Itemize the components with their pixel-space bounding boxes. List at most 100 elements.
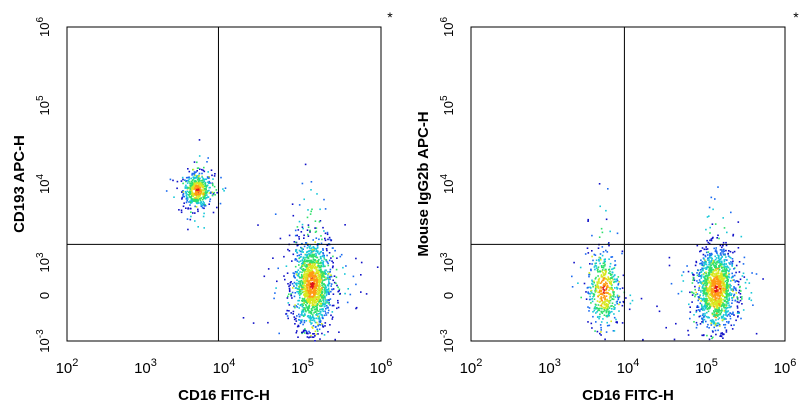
event-dot bbox=[196, 176, 199, 179]
event-dot bbox=[292, 310, 295, 313]
event-dot bbox=[714, 285, 717, 287]
event-dot bbox=[307, 226, 310, 228]
event-dot bbox=[721, 273, 723, 275]
event-dot bbox=[301, 288, 303, 290]
event-dot bbox=[201, 184, 204, 187]
event-dot bbox=[613, 267, 616, 269]
event-dot bbox=[720, 276, 722, 278]
event-dot bbox=[608, 289, 610, 292]
event-dot bbox=[701, 247, 704, 249]
event-dot bbox=[614, 296, 617, 298]
event-dot bbox=[713, 277, 716, 280]
event-dot bbox=[190, 215, 192, 218]
event-dot bbox=[317, 284, 319, 287]
event-dot bbox=[313, 274, 315, 277]
event-dot bbox=[314, 256, 317, 258]
event-dot bbox=[317, 251, 319, 254]
event-dot bbox=[682, 271, 685, 273]
event-dot bbox=[722, 276, 724, 278]
event-dot bbox=[601, 231, 604, 234]
event-dot bbox=[715, 272, 718, 274]
event-dot bbox=[717, 300, 720, 302]
event-dot bbox=[324, 303, 326, 306]
event-dot bbox=[709, 300, 712, 303]
event-dot bbox=[316, 330, 319, 332]
event-dot bbox=[698, 279, 701, 281]
event-dot bbox=[189, 190, 191, 192]
event-dot bbox=[713, 272, 715, 275]
event-dot bbox=[710, 196, 713, 199]
event-dot bbox=[699, 309, 701, 311]
event-dot bbox=[589, 293, 592, 295]
event-dot bbox=[705, 228, 707, 231]
event-dot bbox=[592, 285, 594, 288]
event-dot bbox=[695, 260, 697, 263]
event-dot bbox=[714, 295, 716, 297]
event-dot bbox=[312, 297, 315, 300]
event-dot bbox=[337, 286, 339, 289]
event-dot bbox=[712, 281, 714, 284]
event-dot bbox=[314, 299, 316, 302]
event-dot bbox=[696, 274, 699, 277]
event-dot bbox=[718, 299, 721, 301]
event-dot bbox=[750, 299, 753, 302]
event-dot bbox=[324, 239, 327, 242]
event-dot bbox=[213, 191, 215, 194]
event-dot bbox=[305, 309, 307, 312]
event-dot bbox=[721, 292, 724, 295]
event-dot bbox=[332, 261, 334, 264]
event-dot bbox=[591, 263, 593, 265]
event-dot bbox=[707, 241, 710, 244]
event-dot bbox=[313, 263, 315, 265]
event-dot bbox=[311, 250, 314, 253]
event-dot bbox=[704, 259, 706, 261]
event-dot bbox=[196, 195, 199, 197]
event-dot bbox=[318, 282, 321, 284]
event-dot bbox=[720, 257, 722, 259]
event-dot bbox=[325, 294, 328, 297]
event-dot bbox=[701, 317, 703, 320]
event-dot bbox=[716, 237, 718, 239]
event-dot bbox=[732, 275, 734, 278]
event-dot bbox=[304, 307, 306, 309]
event-dot bbox=[180, 209, 183, 212]
event-dot bbox=[713, 282, 716, 285]
event-dot bbox=[593, 309, 596, 312]
event-dot bbox=[296, 287, 299, 290]
event-dot bbox=[322, 279, 324, 282]
event-dot bbox=[318, 295, 320, 298]
event-dot bbox=[597, 304, 600, 306]
left-event-dots bbox=[165, 139, 379, 342]
event-dot bbox=[320, 250, 322, 253]
event-dot bbox=[305, 263, 308, 266]
event-dot bbox=[584, 253, 587, 255]
event-dot bbox=[708, 277, 710, 279]
event-dot bbox=[309, 292, 312, 295]
event-dot bbox=[713, 279, 715, 282]
event-dot bbox=[304, 313, 306, 315]
event-dot bbox=[668, 256, 671, 259]
event-dot bbox=[710, 264, 713, 267]
event-dot bbox=[300, 299, 303, 302]
event-dot bbox=[197, 177, 200, 180]
event-dot bbox=[594, 303, 597, 306]
event-dot bbox=[665, 326, 667, 329]
event-dot bbox=[712, 321, 715, 324]
event-dot bbox=[728, 250, 730, 252]
event-dot bbox=[696, 324, 699, 326]
event-dot bbox=[711, 301, 713, 304]
event-dot bbox=[302, 262, 304, 264]
event-dot bbox=[304, 289, 307, 291]
event-dot bbox=[717, 288, 720, 291]
event-dot bbox=[208, 180, 211, 183]
event-dot bbox=[610, 274, 612, 276]
y-tick-label: 10-3 bbox=[439, 329, 456, 353]
event-dot bbox=[182, 194, 184, 196]
event-dot bbox=[335, 276, 338, 279]
event-dot bbox=[605, 305, 608, 308]
event-dot bbox=[707, 323, 709, 326]
event-dot bbox=[704, 299, 707, 302]
event-dot bbox=[301, 182, 304, 185]
event-dot bbox=[711, 282, 714, 285]
event-dot bbox=[311, 316, 314, 319]
